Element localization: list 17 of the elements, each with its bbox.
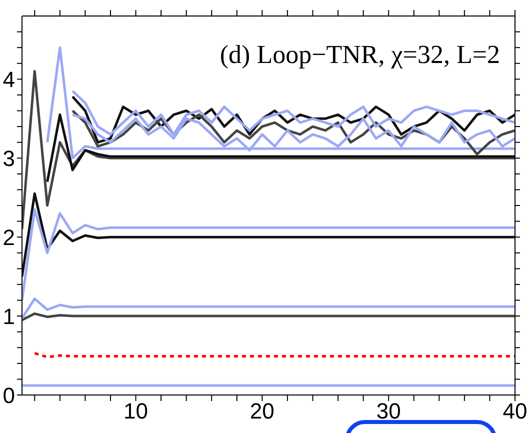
line-series — [22, 312, 515, 322]
line-series — [22, 297, 515, 320]
y-tick-label: 4 — [2, 66, 15, 92]
y-tick-label: 3 — [2, 146, 15, 171]
y-tick-label: 2 — [2, 224, 15, 250]
line-series — [46, 46, 515, 160]
y-tick-label: 1 — [2, 304, 15, 329]
line-series — [22, 70, 515, 230]
text: (d) Loop−TNR, χ=32, L=2 — [218, 40, 500, 70]
x-tick-label: 40 — [502, 398, 528, 424]
line-series — [22, 192, 515, 278]
line-series — [22, 208, 515, 302]
line-series — [46, 113, 515, 184]
x-tick-label: 20 — [250, 398, 274, 424]
y-tick-label: 0 — [2, 382, 15, 408]
x-tick-label: 10 — [124, 398, 148, 424]
x-tick-label: 30 — [376, 398, 401, 424]
